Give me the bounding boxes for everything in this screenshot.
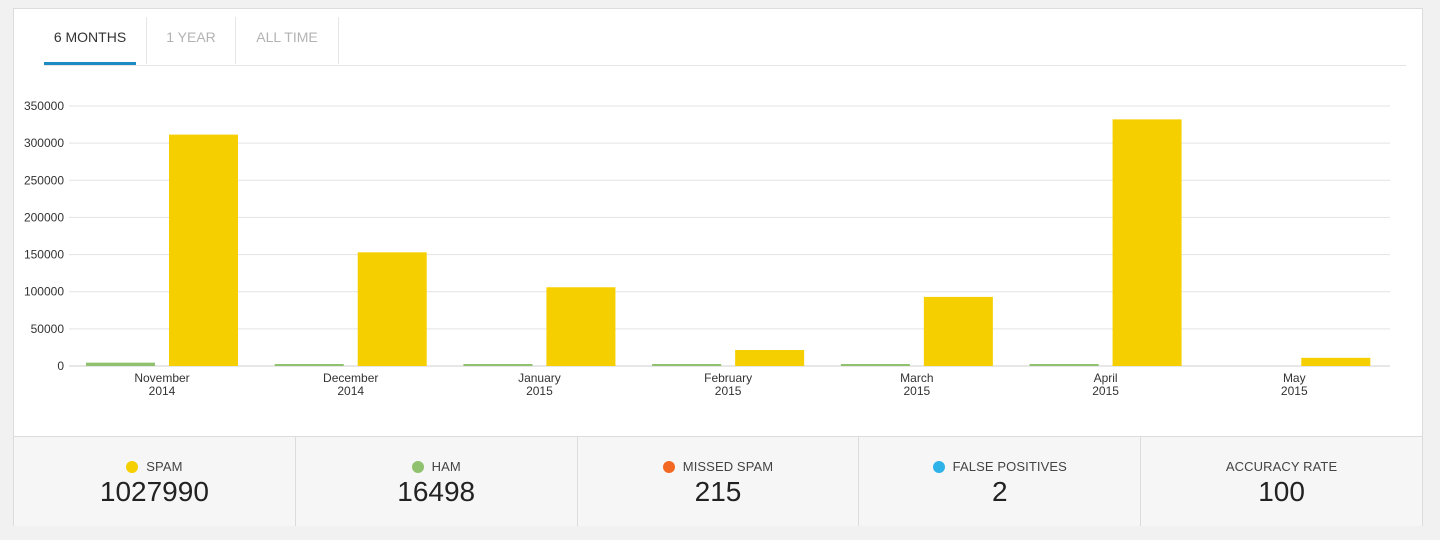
- x-tick-label: February: [704, 371, 752, 385]
- x-tick-label: 2014: [337, 384, 364, 398]
- false-positives-dot-icon: [932, 460, 945, 473]
- tab-6-months[interactable]: 6 MONTHS: [44, 17, 136, 65]
- x-tick-label: November: [134, 371, 189, 385]
- stat-false-positives: FALSE POSITIVES 2: [859, 437, 1142, 526]
- spam-dot-icon: [126, 460, 139, 473]
- tab-1-year-label: 1 YEAR: [166, 29, 216, 45]
- x-tick-label: January: [518, 371, 561, 385]
- x-tick-label: 2015: [904, 384, 931, 398]
- stat-missed-spam-label: MISSED SPAM: [682, 459, 774, 474]
- tab-6-months-label: 6 MONTHS: [53, 29, 127, 45]
- x-tick-label: December: [323, 371, 378, 385]
- tab-all-time[interactable]: ALL TIME: [236, 17, 338, 64]
- stat-missed-spam-value: 215: [694, 476, 742, 507]
- period-tabs: 6 MONTHS 1 YEAR ALL TIME: [44, 17, 1406, 66]
- stat-accuracy-rate-label: ACCURACY RATE: [1225, 459, 1338, 474]
- y-tick-label: 350000: [24, 99, 64, 113]
- stat-ham: HAM 16498: [296, 437, 578, 526]
- ham-bar: [652, 364, 722, 366]
- x-tick-label: 2015: [1092, 384, 1119, 398]
- stat-false-positives-label: FALSE POSITIVES: [952, 459, 1067, 474]
- stat-accuracy-rate: ACCURACY RATE 100: [1141, 437, 1422, 526]
- x-tick-label: April: [1094, 371, 1118, 385]
- x-tick-label: 2014: [149, 384, 176, 398]
- tab-active-indicator: [44, 62, 136, 65]
- stat-false-positives-value: 2: [992, 476, 1008, 507]
- stat-spam: SPAM 1027990: [14, 437, 296, 526]
- tab-1-year[interactable]: 1 YEAR: [147, 17, 235, 64]
- stats-panel: 6 MONTHS 1 YEAR ALL TIME 0 50000 100000 150…: [13, 8, 1423, 526]
- x-tick-label: May: [1283, 371, 1306, 385]
- tab-divider: [235, 17, 236, 64]
- spam-bar: [169, 134, 238, 366]
- x-tick-label: 2015: [715, 384, 742, 398]
- tab-divider: [338, 17, 339, 64]
- stat-ham-value: 16498: [397, 476, 476, 507]
- ham-bar: [463, 364, 533, 366]
- spam-ham-bar-chart: 0 50000 100000 150000 200000 250000 300000 3500…: [24, 99, 1390, 398]
- tab-all-time-label: ALL TIME: [256, 29, 318, 45]
- x-tick-label: 2015: [526, 384, 553, 398]
- missed-spam-dot-icon: [662, 460, 675, 473]
- stat-spam-value: 1027990: [99, 476, 209, 507]
- y-tick-label: 200000: [24, 210, 64, 224]
- spam-bar: [1301, 357, 1371, 366]
- spam-bar: [735, 350, 805, 366]
- spam-bar: [1112, 119, 1182, 366]
- y-tick-label: 50000: [31, 322, 65, 336]
- spam-bar: [923, 296, 993, 366]
- ham-bar: [840, 364, 910, 366]
- stat-missed-spam: MISSED SPAM 215: [578, 437, 860, 526]
- y-tick-label: 0: [57, 359, 64, 373]
- ham-dot-icon: [411, 460, 424, 473]
- ham-bar: [1029, 364, 1099, 366]
- tab-divider: [146, 17, 147, 64]
- stat-spam-label: SPAM: [146, 459, 183, 474]
- ham-bar: [86, 362, 155, 366]
- spam-bar: [357, 252, 427, 366]
- y-tick-label: 150000: [24, 248, 64, 262]
- x-tick-label: 2015: [1281, 384, 1308, 398]
- ham-bar: [274, 364, 344, 366]
- stat-ham-label: HAM: [431, 459, 461, 474]
- y-tick-label: 250000: [24, 173, 64, 187]
- x-tick-label: March: [900, 371, 933, 385]
- spam-bar: [546, 287, 616, 366]
- stats-footer: SPAM 1027990 HAM 16498 MISSED SPAM 215 F…: [14, 436, 1422, 526]
- y-tick-label: 100000: [24, 285, 64, 299]
- y-tick-label: 300000: [24, 136, 64, 150]
- stat-accuracy-rate-value: 100: [1258, 476, 1305, 507]
